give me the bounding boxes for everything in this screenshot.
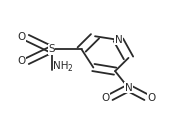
Text: O: O — [101, 93, 109, 103]
Text: S: S — [48, 45, 55, 54]
Text: NH: NH — [53, 61, 69, 71]
Text: O: O — [148, 93, 156, 103]
Text: O: O — [17, 32, 26, 42]
Text: 2: 2 — [67, 64, 72, 73]
Text: O: O — [17, 56, 26, 67]
Text: N: N — [115, 35, 122, 45]
Text: N: N — [125, 83, 132, 93]
